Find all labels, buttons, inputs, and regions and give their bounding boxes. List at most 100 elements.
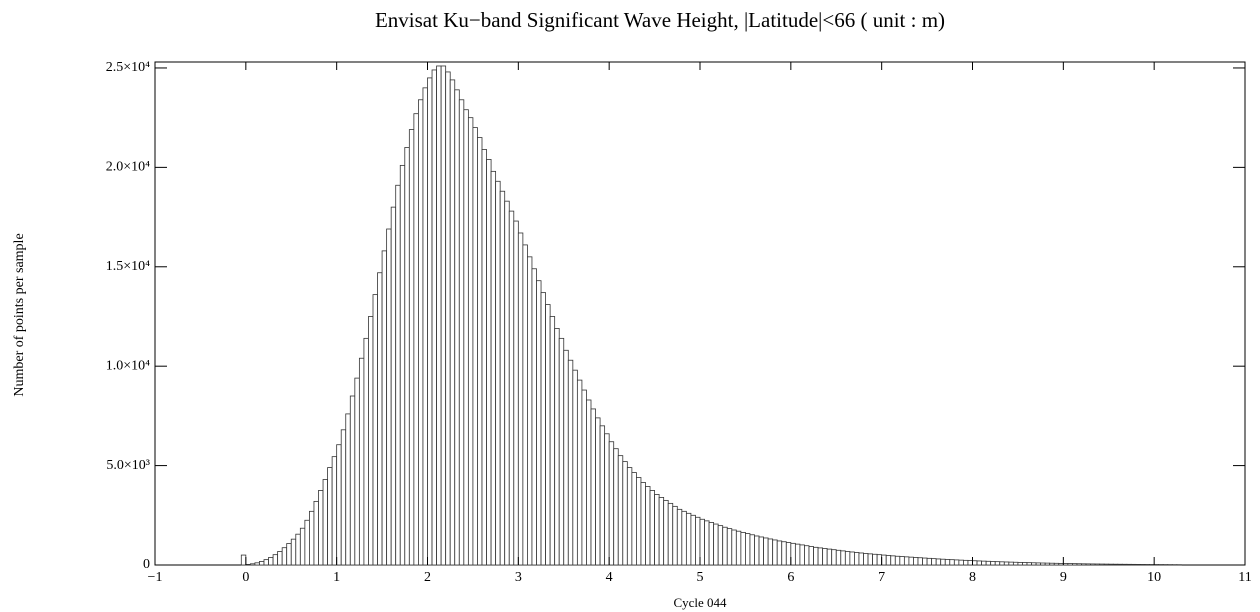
bar [758, 536, 764, 566]
bar [881, 554, 887, 566]
x-tick-label: 1 [333, 570, 340, 585]
bar [985, 560, 992, 566]
plot-frame [154, 61, 1246, 566]
bar [336, 444, 342, 566]
x-tick-label: 8 [969, 570, 976, 585]
bar [1081, 563, 1087, 566]
bar [772, 539, 778, 566]
bar [708, 522, 715, 566]
bar [427, 77, 433, 566]
bar [749, 534, 755, 566]
bar [386, 228, 392, 566]
bar [1085, 563, 1091, 566]
y-tick-label: 2.5×10⁴ [106, 60, 150, 75]
bar [636, 477, 642, 566]
bar [704, 520, 710, 566]
bar [681, 510, 687, 566]
x-tick-label: −1 [148, 570, 163, 585]
bar [399, 164, 406, 566]
bar [953, 559, 960, 566]
bar [940, 558, 946, 566]
bar [903, 556, 910, 566]
bar [1099, 563, 1105, 566]
bar [999, 561, 1005, 566]
x-tick-label: 3 [515, 570, 522, 585]
bar [1012, 561, 1019, 566]
bar [1053, 562, 1060, 566]
bar [449, 79, 456, 566]
bar [540, 292, 546, 566]
bar [531, 268, 537, 566]
bar [808, 546, 814, 566]
bar [481, 149, 487, 566]
y-tick-label: 0 [143, 557, 150, 572]
bar [763, 537, 769, 566]
bar [1103, 563, 1110, 566]
bar [309, 510, 315, 566]
bar [831, 549, 837, 566]
x-tick-label: 6 [787, 570, 794, 585]
bar [304, 519, 310, 566]
y-tick-label: 1.0×10⁴ [106, 358, 150, 373]
bar [745, 533, 751, 566]
bar [804, 545, 810, 566]
bar [1112, 563, 1119, 566]
bar [822, 548, 828, 566]
bar [854, 552, 860, 566]
bar [1076, 563, 1082, 566]
bar [445, 71, 451, 566]
bar [408, 129, 415, 566]
bar [867, 553, 873, 566]
bar [994, 561, 1001, 566]
bar [290, 538, 297, 566]
bar [549, 316, 556, 566]
bar [527, 256, 533, 566]
bar [863, 553, 869, 566]
bar [1140, 564, 1146, 566]
bar [458, 99, 465, 566]
bar [595, 417, 601, 566]
bar [1144, 564, 1151, 566]
bar [690, 514, 696, 566]
bar [894, 555, 901, 566]
bar [722, 526, 728, 566]
bar [454, 89, 460, 566]
bar [1067, 563, 1073, 566]
bar [613, 448, 619, 566]
y-axis-label: Number of points per sample [12, 233, 27, 396]
bar [263, 559, 269, 566]
x-tick-label: 2 [424, 570, 431, 585]
bar [1058, 563, 1064, 566]
bar [272, 554, 279, 566]
bar [849, 551, 855, 566]
bar [345, 413, 351, 566]
bar [554, 328, 560, 566]
bar [608, 441, 615, 566]
bar [322, 479, 328, 566]
bar [672, 505, 678, 566]
chart-title: Envisat Ku−band Significant Wave Height,… [375, 8, 945, 32]
bar [1035, 562, 1042, 566]
bar [799, 544, 805, 566]
bar [404, 147, 410, 566]
bar [545, 304, 551, 566]
bar [1090, 563, 1096, 566]
bar [422, 87, 428, 566]
bar [372, 294, 378, 566]
bar [413, 113, 419, 566]
bar [358, 357, 365, 566]
bar [835, 549, 842, 566]
bar [640, 482, 646, 566]
bar [931, 558, 937, 566]
bar [922, 557, 928, 566]
bar [840, 550, 846, 566]
bar [658, 497, 665, 566]
bar [858, 552, 864, 566]
bar [1126, 563, 1132, 566]
bar [1026, 562, 1032, 566]
bar [649, 490, 655, 566]
x-tick-label: 9 [1060, 570, 1067, 585]
y-tick-label: 5.0×10³ [106, 458, 150, 473]
bar [536, 280, 542, 566]
bar [790, 542, 796, 566]
